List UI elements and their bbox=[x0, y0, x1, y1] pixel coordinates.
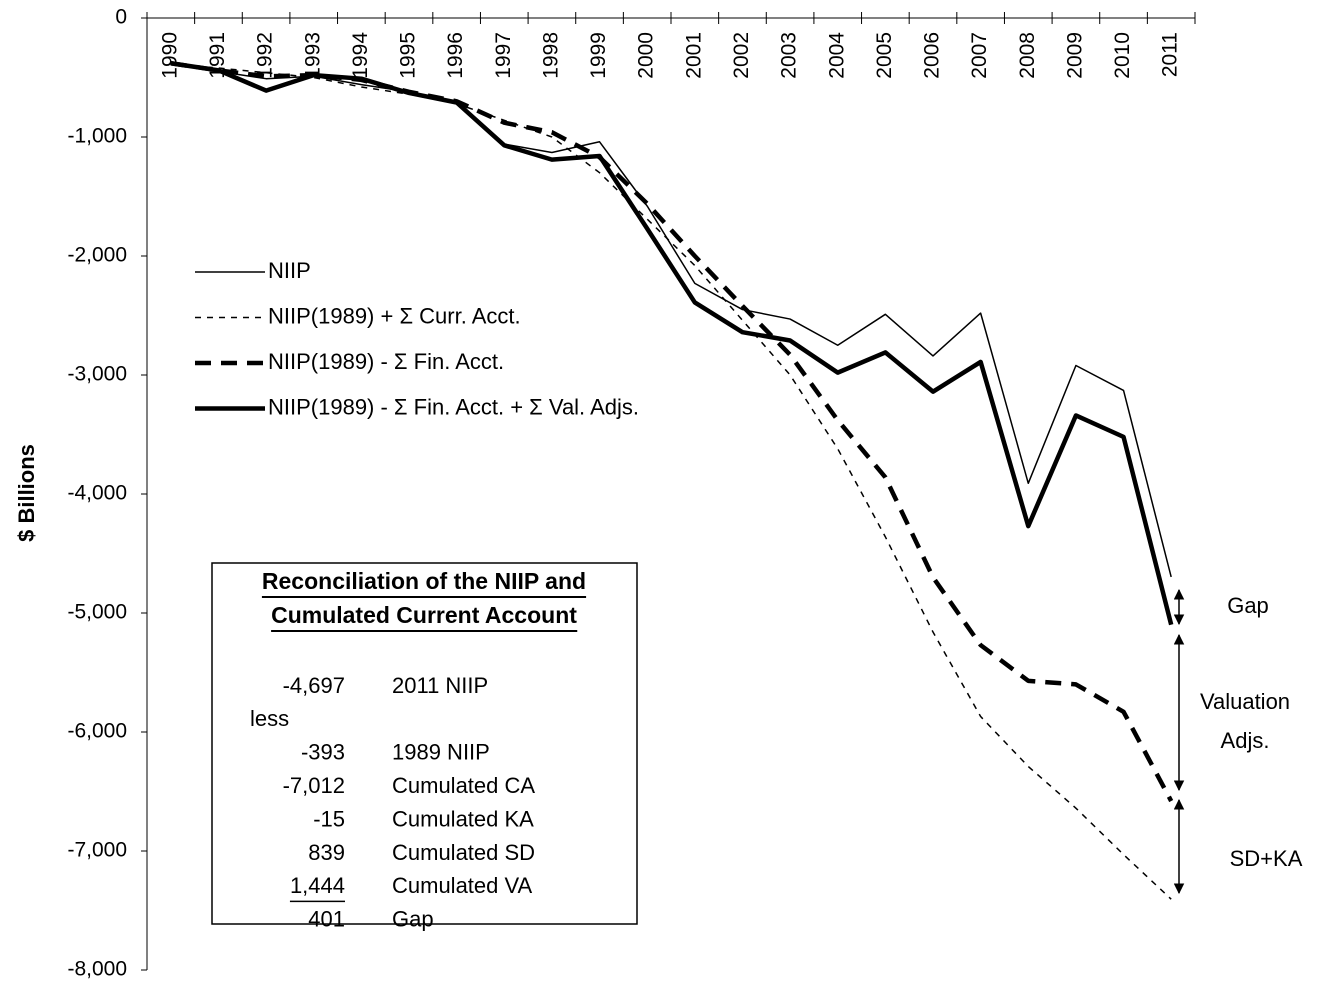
y-tick-label: -6,000 bbox=[67, 720, 127, 743]
inset-amount: -393 bbox=[301, 740, 345, 765]
y-tick-label: -4,000 bbox=[67, 482, 127, 505]
x-tick-label: 2009 bbox=[1063, 32, 1086, 79]
x-tick-label: 1994 bbox=[349, 32, 372, 79]
inset-label: Cumulated CA bbox=[392, 773, 535, 798]
y-tick-label: -3,000 bbox=[67, 363, 127, 386]
x-tick-label: 2006 bbox=[921, 32, 944, 79]
inset-label: 2011 NIIP bbox=[392, 673, 488, 698]
series-line bbox=[170, 60, 1174, 626]
y-tick-label: 0 bbox=[115, 6, 127, 29]
x-tick-label: 2000 bbox=[635, 32, 658, 79]
series-line bbox=[170, 63, 1172, 578]
x-tick-label: 2005 bbox=[873, 32, 896, 79]
x-tick-label: 1993 bbox=[301, 32, 324, 79]
inset-title: Cumulated Current Account bbox=[271, 602, 577, 628]
x-tick-label: 1996 bbox=[444, 32, 467, 79]
inset-label: Gap bbox=[392, 907, 434, 932]
inset-note: less bbox=[250, 706, 289, 731]
legend-label: NIIP(1989) + Σ Curr. Acct. bbox=[268, 303, 521, 328]
x-tick-label: 2007 bbox=[968, 32, 991, 79]
x-tick-label: 2003 bbox=[778, 32, 801, 79]
x-tick-label: 1997 bbox=[492, 32, 515, 79]
reconciliation-box bbox=[211, 562, 638, 925]
annotation: SD+KA bbox=[1230, 846, 1303, 871]
x-tick-label: 1992 bbox=[254, 32, 277, 79]
y-tick-label: -5,000 bbox=[67, 601, 127, 624]
x-tick-label: 2011 bbox=[1159, 32, 1182, 77]
x-tick-label: 2008 bbox=[1016, 32, 1039, 79]
inset-title: Reconciliation of the NIIP and bbox=[262, 568, 586, 594]
inset-amount: -4,697 bbox=[283, 673, 345, 698]
y-axis-label: $ Billions bbox=[14, 444, 39, 542]
inset-label: Cumulated KA bbox=[392, 806, 534, 831]
annotation: Adjs. bbox=[1221, 728, 1270, 753]
annotation: Valuation bbox=[1200, 689, 1290, 714]
y-tick-label: -1,000 bbox=[67, 125, 127, 148]
legend-label: NIIP bbox=[268, 258, 311, 283]
inset-amount: -15 bbox=[313, 806, 345, 831]
x-tick-label: 2002 bbox=[730, 32, 753, 79]
inset-label: Cumulated SD bbox=[392, 840, 535, 865]
annotation: Gap bbox=[1227, 593, 1269, 618]
x-tick-label: 1999 bbox=[587, 32, 610, 79]
x-tick-label: 2010 bbox=[1111, 32, 1134, 79]
inset-label: Cumulated VA bbox=[392, 873, 533, 898]
x-tick-label: 2001 bbox=[682, 32, 705, 79]
inset-amount: 839 bbox=[308, 840, 345, 865]
x-tick-label: 2004 bbox=[825, 32, 848, 79]
y-tick-label: -7,000 bbox=[67, 839, 127, 862]
x-tick-label: 1998 bbox=[539, 32, 562, 79]
inset-amount: 401 bbox=[308, 907, 345, 932]
y-tick-label: -8,000 bbox=[67, 958, 127, 981]
inset-amount: 1,444 bbox=[290, 873, 345, 898]
inset-label: 1989 NIIP bbox=[392, 740, 490, 765]
inset-amount: -7,012 bbox=[283, 773, 345, 798]
y-tick-label: -2,000 bbox=[67, 244, 127, 267]
x-tick-label: 1995 bbox=[397, 32, 420, 79]
legend-label: NIIP(1989) - Σ Fin. Acct. + Σ Val. Adjs. bbox=[268, 394, 639, 419]
x-tick-label: 1990 bbox=[158, 32, 181, 79]
series-line bbox=[170, 63, 1172, 900]
legend-label: NIIP(1989) - Σ Fin. Acct. bbox=[268, 349, 504, 374]
